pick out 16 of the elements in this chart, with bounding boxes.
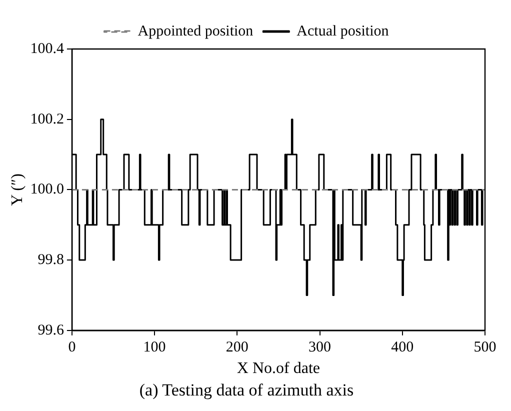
y-tick-label: 99.6 — [38, 322, 64, 338]
legend-label: Actual position — [296, 23, 390, 40]
x-tick-label: 0 — [68, 339, 76, 356]
y-tick-label: 99.8 — [38, 252, 64, 268]
x-tick-label: 400 — [391, 339, 414, 356]
y-axis-title: Y (″) — [8, 174, 26, 206]
x-tick-label: 500 — [474, 339, 496, 356]
legend-label: Appointed position — [138, 23, 254, 40]
x-tick-label: 300 — [308, 339, 332, 356]
x-tick-label: 100 — [143, 339, 166, 356]
text: (a) Testing data of azimuth axis — [139, 380, 354, 400]
x-tick-label: 200 — [226, 339, 248, 356]
y-tick-label: 100.2 — [30, 111, 64, 128]
y-tick-label: 100.4 — [30, 40, 64, 57]
x-axis-title: X No.of date — [236, 360, 320, 378]
y-tick-label: 100.0 — [30, 182, 64, 198]
